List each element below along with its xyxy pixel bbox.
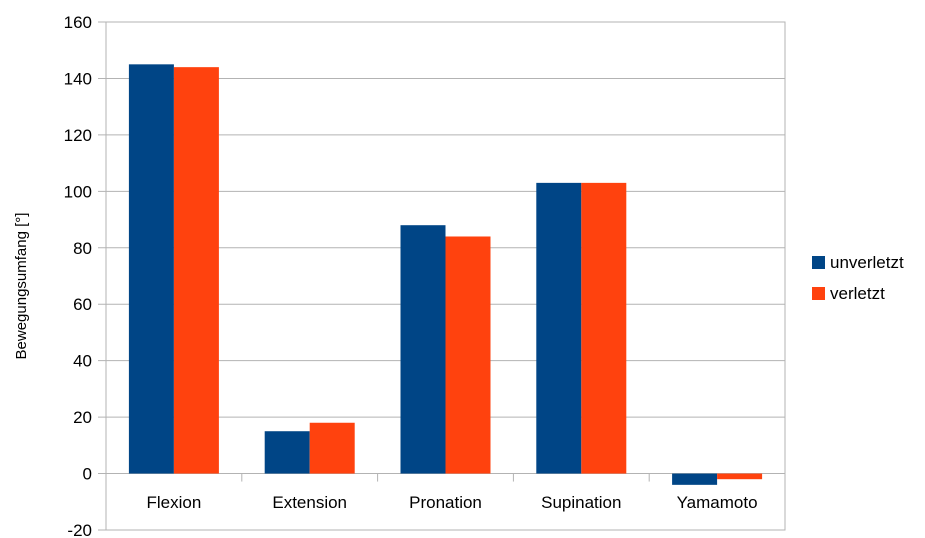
bar-unverletzt-pronation [400, 225, 446, 474]
category-label: Pronation [409, 493, 482, 512]
category-label: Yamamoto [677, 493, 758, 512]
bar-unverletzt-flexion [128, 64, 174, 474]
bar-verletzt-flexion [173, 67, 219, 474]
y-tick-label: 40 [73, 352, 92, 371]
y-tick-label: 100 [64, 182, 92, 201]
bar-unverletzt-extension [264, 431, 310, 474]
bar-unverletzt-yamamoto [672, 473, 718, 485]
legend-swatch-unverletzt [812, 256, 825, 269]
y-tick-label: 60 [73, 295, 92, 314]
y-tick-label: -20 [67, 521, 92, 538]
y-tick-label: 140 [64, 69, 92, 88]
y-tick-label: 120 [64, 126, 92, 145]
legend-label-unverletzt: unverletzt [830, 253, 904, 272]
bar-verletzt-supination [581, 182, 627, 474]
category-label: Flexion [146, 493, 201, 512]
legend-swatch-verletzt [812, 287, 825, 300]
bar-verletzt-yamamoto [717, 473, 763, 480]
y-tick-labels: -20 0 20 40 60 80 100 120 140 160 [64, 13, 92, 538]
bar-verletzt-extension [309, 422, 355, 474]
y-tick-label: 80 [73, 239, 92, 258]
legend-label-verletzt: verletzt [830, 284, 885, 303]
y-tick-label: 160 [64, 13, 92, 32]
y-tick-label: 0 [83, 465, 92, 484]
bar-unverletzt-supination [536, 182, 582, 474]
bars [128, 64, 763, 485]
category-label: Extension [272, 493, 347, 512]
legend: unverletzt verletzt [812, 253, 904, 303]
y-axis-title: Bewegungsumfang [°] [13, 213, 30, 360]
x-category-labels: Flexion Extension Pronation Supination Yamam… [146, 493, 757, 512]
category-label: Supination [541, 493, 621, 512]
plot-frame [105, 21, 786, 531]
y-tick-label: 20 [73, 408, 92, 427]
bar-verletzt-pronation [445, 236, 491, 474]
